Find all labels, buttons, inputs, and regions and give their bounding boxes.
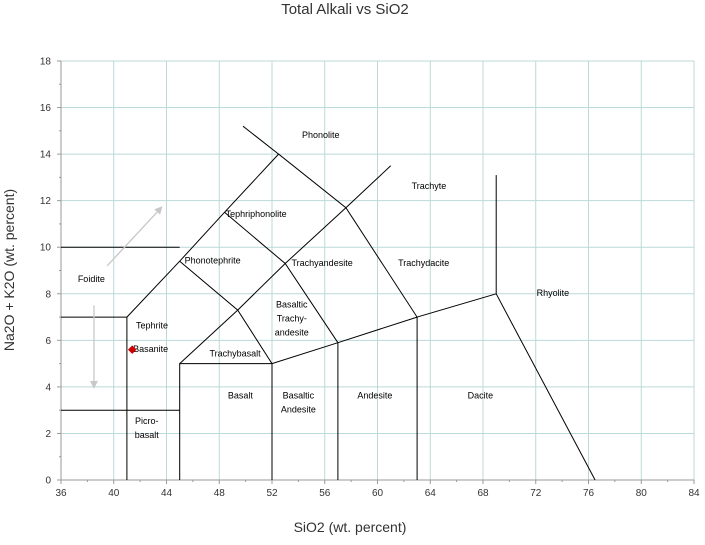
y-tick-label: 14 xyxy=(40,150,52,161)
field-label: Tephrite xyxy=(136,321,168,331)
field-label: Trachyandesite xyxy=(292,258,353,268)
field-boundary-line xyxy=(224,211,339,343)
y-tick-label: 6 xyxy=(45,336,51,347)
field-label: Phonolite xyxy=(302,130,340,140)
x-tick-label: 64 xyxy=(425,488,437,499)
field-label: Andesite xyxy=(281,404,316,414)
y-tick-label: 0 xyxy=(45,476,51,487)
chart-title: Total Alkali vs SiO2 xyxy=(281,1,409,18)
x-tick-label: 80 xyxy=(636,488,648,499)
y-tick-label: 18 xyxy=(40,57,52,68)
x-tick-label: 72 xyxy=(530,488,542,499)
field-boundary-line xyxy=(242,125,279,155)
sample-point xyxy=(127,345,137,354)
field-label: Trachyte xyxy=(412,181,447,191)
x-tick-label: 56 xyxy=(319,488,331,499)
x-tick-label: 60 xyxy=(372,488,384,499)
field-boundary-line xyxy=(179,260,273,364)
x-tick-label: 76 xyxy=(583,488,595,499)
x-tick-label: 36 xyxy=(55,488,67,499)
label-layer: Foidite Picro-basalt Basalt Basaltic Andesit… xyxy=(78,130,569,440)
x-tick-label: 52 xyxy=(266,488,278,499)
field-label: Picro- xyxy=(135,416,159,426)
boundary-layer xyxy=(61,125,596,481)
field-label: andesite xyxy=(275,328,309,338)
field-label: Foidite xyxy=(78,274,105,284)
field-boundary-line xyxy=(126,153,596,481)
y-tick-label: 16 xyxy=(40,103,52,114)
x-tick-label: 48 xyxy=(214,488,226,499)
field-label: Basaltic xyxy=(283,391,315,401)
y-axis-label: Na2O + K2O (wt. percent) xyxy=(1,189,17,351)
grid-layer xyxy=(61,60,695,480)
field-label: Dacite xyxy=(468,391,494,401)
point-layer xyxy=(127,345,137,354)
field-label: Basanite xyxy=(133,344,168,354)
field-label: Tephriphonolite xyxy=(226,209,287,219)
y-tick-label: 8 xyxy=(45,289,51,300)
field-label: Trachy- xyxy=(277,314,307,324)
x-tick-label: 84 xyxy=(688,488,700,499)
y-tick-label: 10 xyxy=(40,243,52,254)
field-label: Trachybasalt xyxy=(209,349,261,359)
field-label: Andesite xyxy=(357,391,392,401)
field-label: Phonotephrite xyxy=(185,256,241,266)
field-label: Basaltic xyxy=(276,300,308,310)
x-axis-label: SiO2 (wt. percent) xyxy=(294,519,407,535)
field-label: Rhyolite xyxy=(537,288,570,298)
x-tick-label: 40 xyxy=(108,488,120,499)
axis-layer: 36 40 44 48 52 56 60 64 68 72 76 80 8402468101214161… xyxy=(40,57,700,500)
y-tick-label: 4 xyxy=(45,382,51,393)
field-label: Basalt xyxy=(228,391,254,401)
field-label: basalt xyxy=(135,430,160,440)
arrow-layer xyxy=(89,206,163,389)
trend-arrow xyxy=(106,206,163,267)
x-tick-label: 44 xyxy=(161,488,173,499)
x-tick-label: 68 xyxy=(477,488,489,499)
y-tick-label: 12 xyxy=(40,196,52,207)
field-label: Trachydacite xyxy=(398,258,449,268)
y-tick-label: 2 xyxy=(45,429,51,440)
